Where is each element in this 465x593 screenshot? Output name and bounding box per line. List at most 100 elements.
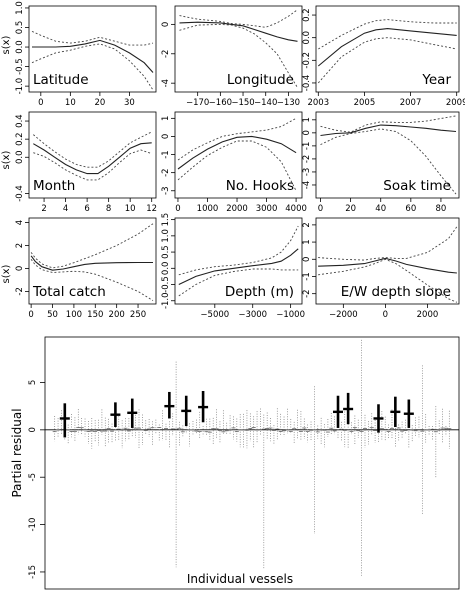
fit-line <box>178 248 299 285</box>
plot-frame <box>315 5 460 93</box>
fit-line <box>32 39 154 73</box>
x-tick-label: −2000 <box>329 310 358 320</box>
x-tick-label: −130 <box>277 98 300 108</box>
x-tick-label: 80 <box>436 204 447 214</box>
row2-y-label: s(x) <box>1 150 12 169</box>
lower-ci-line <box>31 43 154 91</box>
y-tick-label: 1.0 <box>161 229 171 243</box>
y-tick-label: -2 <box>302 155 312 163</box>
panel-label: Year <box>421 72 451 88</box>
x-tick-label: 3000 <box>256 204 278 214</box>
x-tick-label: 250 <box>130 310 146 320</box>
y-tick-label: -1.0 <box>161 292 171 309</box>
y-tick-label: 0.0 <box>15 40 25 54</box>
y-tick-label: -2 <box>302 289 312 297</box>
x-tick-label: 2005 <box>354 98 376 108</box>
upper-ci-line <box>31 30 154 46</box>
y-tick-label: 1 <box>302 239 312 244</box>
y-tick-label: 0 <box>28 427 38 432</box>
y-tick-label: 0 <box>161 22 171 27</box>
y-tick-label: -5 <box>28 473 38 481</box>
x-tick-label: −1000 <box>276 310 305 320</box>
y-axis-title: Partial residual <box>10 408 24 497</box>
y-tick-label: -1 <box>302 272 312 280</box>
x-tick-label: 20 <box>345 204 356 214</box>
panel-total-catch: 0 50 100 150 200 250 -2 0 2 4 Total catch <box>15 217 157 320</box>
plot-frame <box>28 5 157 93</box>
x-tick-label: 0 <box>28 310 33 320</box>
x-tick-label: −150 <box>231 98 254 108</box>
panel-no-hooks: 0 1000 2000 3000 4000 -3 -2 -1 0 1 No. Hooks <box>161 111 307 214</box>
x-tick-label: 12 <box>146 204 157 214</box>
x-tick-label: −170 <box>186 98 209 108</box>
y-tick-label: 0.2 <box>302 8 312 22</box>
y-tick-label: 0 <box>302 257 312 262</box>
panel-month: 2 4 6 8 10 12 -0.4 0.0 0.2 0.4 Month <box>15 111 157 214</box>
x-tick-label: 60 <box>405 204 416 214</box>
y-tick-label: -2 <box>161 50 171 58</box>
panel-label: Latitude <box>33 72 89 88</box>
y-tick-label: 0 <box>15 266 25 271</box>
y-tick-label: -1.0 <box>15 78 25 95</box>
y-tick-label: 0.2 <box>15 132 25 146</box>
upper-ci-line <box>30 223 154 269</box>
y-tick-label: -4 <box>302 181 312 189</box>
panel-ew-depth-slope: −2000 0 2000 -2 -1 0 1 2 E/W depth slope <box>302 217 460 320</box>
y-tick-label: -1 <box>161 150 171 158</box>
x-tick-label: 4 <box>63 204 68 214</box>
upper-ci-line <box>318 19 457 50</box>
panel-year: 2003 2005 2007 2009 -0.4 -0.2 0.0 0.2 Year <box>302 5 465 108</box>
x-tick-label: 150 <box>87 310 103 320</box>
panel-label: Longitude <box>227 72 294 88</box>
lower-ci-line <box>318 258 458 303</box>
y-tick-label: -1 <box>302 142 312 150</box>
lower-ci-line <box>177 140 297 192</box>
upper-ci-line <box>33 131 152 168</box>
upper-ci-line <box>177 117 297 161</box>
plot-frame <box>315 111 460 199</box>
x-tick-label: 10 <box>65 98 76 108</box>
y-tick-label: 4 <box>15 220 25 225</box>
x-tick-label: 100 <box>66 310 82 320</box>
y-tick-label: -3 <box>302 168 312 176</box>
panel-label: Soak time <box>383 178 451 194</box>
x-tick-label: 2000 <box>226 204 248 214</box>
y-tick-label: 0 <box>161 134 171 139</box>
y-tick-label: 0.5 <box>15 21 25 35</box>
upper-ci-line <box>318 226 458 261</box>
panel-label: Total catch <box>32 284 106 300</box>
y-tick-label: -2 <box>15 287 25 295</box>
x-tick-label: 200 <box>109 310 125 320</box>
upper-ci-line <box>178 225 299 276</box>
y-tick-label: 0 <box>302 130 312 135</box>
x-tick-label: 4000 <box>285 204 307 214</box>
x-tick-label: −3000 <box>238 310 267 320</box>
plot-frame <box>44 336 460 590</box>
panel-vessel-residuals: -15 -10 -5 0 5 Partial residual Individual ves… <box>10 336 460 590</box>
y-tick-label: -2 <box>161 168 171 176</box>
y-tick-label: 1.5 <box>161 213 171 227</box>
x-tick-label: 10 <box>125 204 136 214</box>
lower-ci-line <box>317 37 457 84</box>
y-tick-label: 0.0 <box>161 262 171 276</box>
x-axis-title: Individual vessels <box>187 572 293 586</box>
y-tick-label: 2 <box>15 243 25 248</box>
x-tick-label: 2 <box>41 204 46 214</box>
panel-latitude: 0 10 20 30 -1.0 -0.5 0.0 0.5 1.0 Latitude <box>15 1 157 108</box>
x-tick-label: −160 <box>209 98 232 108</box>
x-tick-label: 0 <box>175 204 180 214</box>
y-tick-label: 5 <box>28 380 38 385</box>
panel-longitude: −170 −160 −150 −140 −130 -4 -2 0 Longitude <box>161 5 303 108</box>
plot-frame <box>174 111 303 199</box>
row1-y-label: s(x) <box>1 35 12 54</box>
panel-depth: −5000 −3000 −1000 -1.0-0.50.0 0.5 1.0 1.5 Depth… <box>161 213 305 320</box>
plot-frame <box>28 111 157 199</box>
y-tick-label: -10 <box>28 518 38 532</box>
y-tick-label: -0.5 <box>161 276 171 293</box>
x-tick-label: 0 <box>383 310 388 320</box>
y-tick-label: 0.4 <box>15 114 25 128</box>
upper-ci-line <box>179 9 298 28</box>
lower-ci-line <box>33 149 152 181</box>
lower-ci-line <box>320 128 457 195</box>
plot-frame <box>315 217 460 305</box>
